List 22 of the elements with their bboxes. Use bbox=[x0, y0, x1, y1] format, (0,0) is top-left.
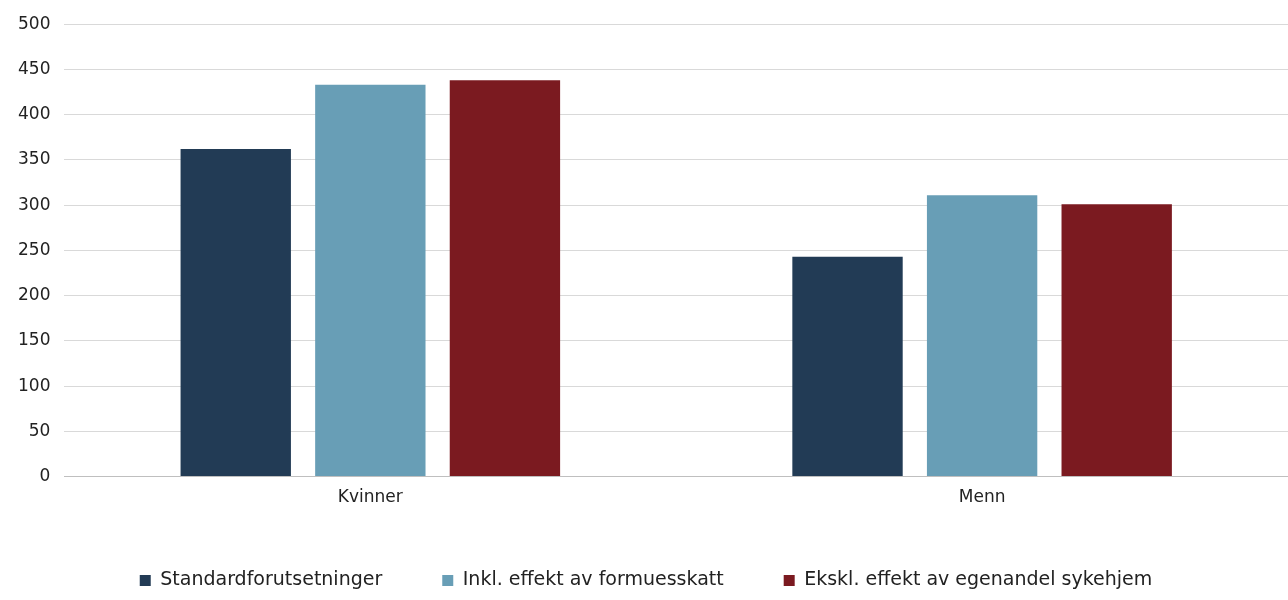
y-tick-label: 400 bbox=[17, 103, 51, 124]
x-tick-label: Menn bbox=[958, 486, 1006, 507]
y-tick-label: 0 bbox=[39, 465, 51, 486]
bar bbox=[449, 80, 561, 477]
y-tick-label: 250 bbox=[17, 238, 51, 259]
y-tick-label: 300 bbox=[17, 193, 51, 214]
y-tick-label: 50 bbox=[28, 419, 51, 440]
bar bbox=[792, 256, 903, 477]
legend-label: Ekskl. effekt av egenandel sykehjem bbox=[804, 567, 1153, 590]
bar bbox=[1061, 204, 1172, 477]
y-tick-label: 100 bbox=[17, 374, 51, 395]
y-tick-label: 350 bbox=[17, 148, 51, 169]
y-tick-label: 450 bbox=[17, 57, 51, 78]
legend-label: Standardforutsetninger bbox=[160, 567, 383, 590]
bar bbox=[180, 149, 291, 477]
bar bbox=[926, 195, 1038, 477]
y-tick-label: 500 bbox=[17, 12, 51, 33]
legend-label: Inkl. effekt av formuesskatt bbox=[462, 567, 724, 590]
bar bbox=[315, 84, 426, 477]
y-tick-label: 200 bbox=[17, 284, 51, 305]
x-tick-label: Kvinner bbox=[337, 486, 403, 507]
y-tick-label: 150 bbox=[17, 329, 51, 350]
